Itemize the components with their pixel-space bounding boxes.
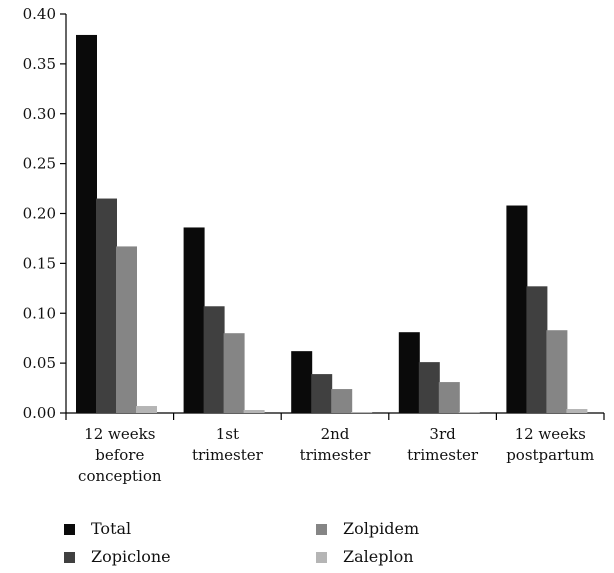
bar-total	[76, 34, 97, 413]
y-tick-label: 0.05	[23, 354, 56, 372]
bar-zaleplon	[566, 409, 588, 413]
x-category-label-line: before	[95, 446, 144, 464]
bar-zaleplon	[243, 410, 265, 413]
legend-label-zopiclone: Zopiclone	[91, 547, 171, 566]
legend-swatch-zolpidem	[316, 524, 327, 535]
bar-zopiclone	[526, 286, 548, 413]
x-category-label: 1st trimester	[192, 425, 264, 464]
x-category-label: 12 weeks before conception	[78, 425, 162, 485]
bar-zolpidem	[223, 333, 245, 413]
bar-total	[183, 227, 205, 413]
bar-zopiclone	[418, 362, 440, 413]
bar-zaleplon	[351, 412, 373, 413]
legend-swatch-zopiclone	[64, 552, 75, 563]
legend-label-zolpidem: Zolpidem	[343, 519, 419, 538]
x-category-label-line: 12 weeks	[84, 425, 155, 443]
y-tick-label: 0.10	[23, 304, 56, 322]
x-category-label: 12 weeks postpartum	[506, 425, 594, 464]
x-category-label: 2nd trimester	[300, 425, 372, 464]
x-category-label-line: 1st	[216, 425, 239, 443]
x-category-label: 3rd trimester	[407, 425, 479, 464]
bar-zopiclone	[96, 198, 117, 413]
bar-zolpidem	[116, 246, 137, 413]
x-category-label-line: trimester	[192, 446, 264, 464]
bar-total	[398, 332, 420, 413]
y-tick-label: 0.25	[23, 155, 56, 173]
bar-zaleplon	[136, 406, 157, 413]
x-category-label-line: 12 weeks	[515, 425, 586, 443]
y-tick-label: 0.30	[23, 105, 56, 123]
bar-zopiclone	[311, 374, 333, 413]
bar-zolpidem	[546, 330, 568, 413]
bar-zolpidem	[331, 389, 353, 413]
y-tick-label: 0.40	[23, 5, 56, 23]
x-category-label-line: postpartum	[506, 446, 594, 464]
bar-zolpidem	[438, 382, 460, 413]
y-tick-label: 0.15	[23, 254, 56, 272]
x-category-label-line: trimester	[407, 446, 479, 464]
x-category-label-line: 3rd	[429, 425, 456, 443]
bar-total	[506, 205, 528, 413]
legend-swatch-zaleplon	[316, 552, 327, 563]
x-category-label-line: trimester	[300, 446, 372, 464]
bar-zopiclone	[203, 306, 225, 413]
x-category-label-line: 2nd	[321, 425, 350, 443]
bar-zaleplon	[458, 412, 480, 413]
bar-total	[291, 351, 313, 413]
y-tick-label: 0.35	[23, 55, 56, 73]
y-tick-label: 0.00	[23, 404, 56, 422]
x-category-label-line: conception	[78, 467, 162, 485]
legend-label-total: Total	[91, 519, 131, 538]
legend-label-zaleplon: Zaleplon	[343, 547, 414, 566]
legend-swatch-total	[64, 524, 75, 535]
y-tick-label: 0.20	[23, 205, 56, 223]
